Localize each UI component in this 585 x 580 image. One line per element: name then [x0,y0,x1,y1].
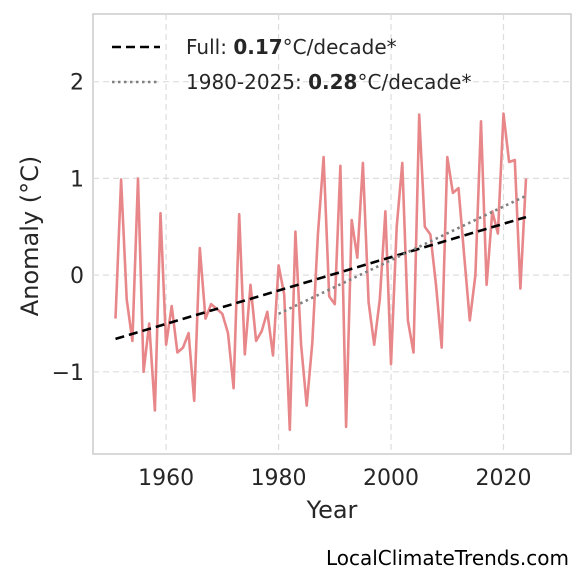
x-tick-label: 2000 [363,466,419,491]
y-tick-labels: −1 0 1 2 [52,71,84,386]
x-tick-label: 2020 [476,466,532,491]
y-tick-label: −1 [52,361,84,386]
x-tick-labels: 1960 1980 2000 2020 [138,466,531,491]
x-tick-label: 1980 [251,466,307,491]
series-layer [114,112,528,432]
trend-line-recent [278,194,527,315]
footer-credit: LocalClimateTrends.com [325,546,569,570]
y-tick-label: 1 [70,167,84,192]
x-tick-label: 1960 [138,466,194,491]
anomaly-series-line [114,112,528,432]
trend-line-full [115,215,527,341]
legend-full-label: Full: 0.17°C/decade* [186,35,397,59]
legend-recent-label: 1980-2025: 0.28°C/decade* [186,70,471,94]
y-tick-label: 0 [70,264,84,289]
legend: Full: 0.17°C/decade* 1980-2025: 0.28°C/d… [112,35,471,94]
x-axis-label: Year [306,496,358,524]
grid-lines [93,14,571,454]
y-axis-label: Anomaly (°C) [16,156,44,316]
y-tick-label: 2 [70,71,84,96]
